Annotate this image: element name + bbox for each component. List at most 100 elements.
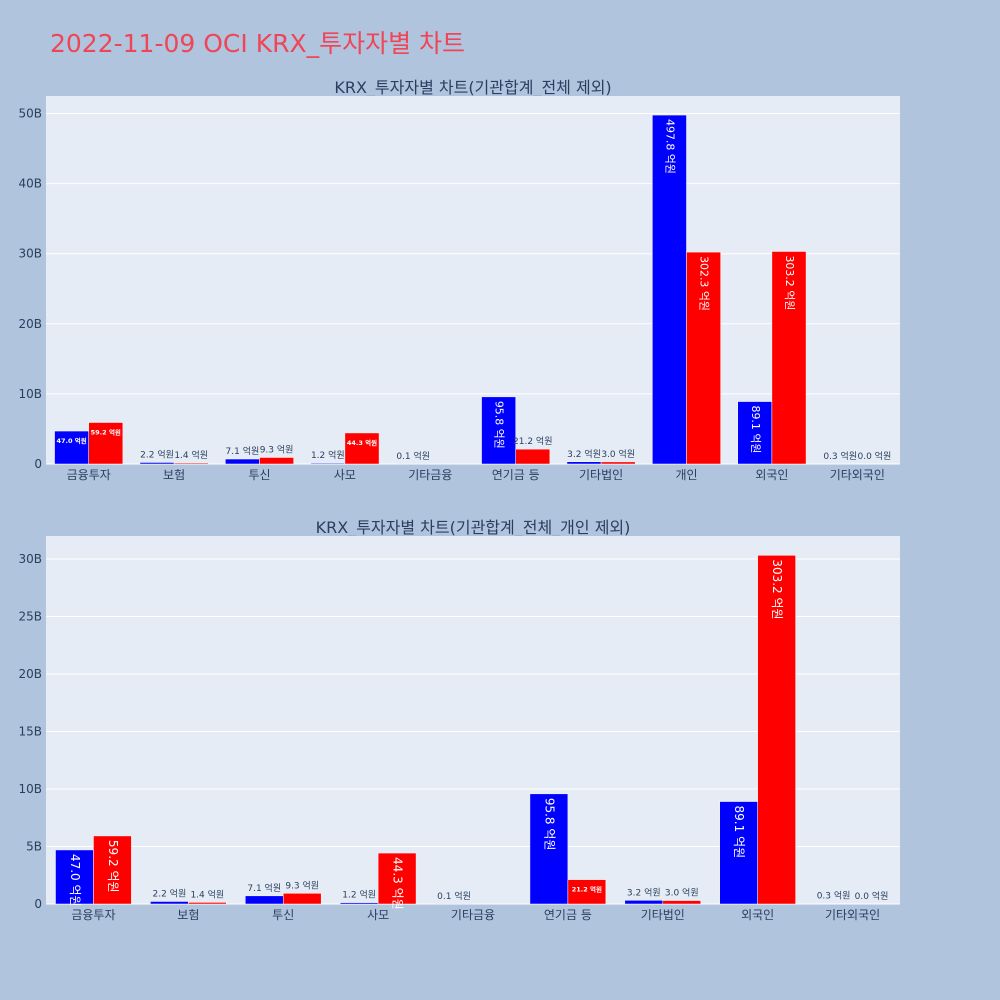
bar-sell <box>600 461 636 465</box>
bar-sell <box>567 879 607 905</box>
y-tick-label: 10B <box>18 782 42 796</box>
bar-sell <box>757 555 796 905</box>
x-tick-label: 투신 <box>248 468 270 482</box>
bar-buy <box>624 900 664 905</box>
chart-title: KRX_투자자별 차트(기관합계_전체 제외) <box>334 78 611 98</box>
bar-sell <box>686 251 721 465</box>
data-label: 1.2 억원 <box>342 889 376 901</box>
bar-buy <box>737 401 773 465</box>
y-tick-label: 25B <box>18 610 42 624</box>
data-label: 47.0 억원 <box>56 436 86 445</box>
x-tick-label: 개인 <box>675 468 697 482</box>
x-tick-label: 연기금 등 <box>492 468 540 482</box>
chart-bottom: KRX_투자자별 차트(기관합계_전체_개인 제외) 0 5B 10B 15B 20B 25… <box>18 518 900 922</box>
bar-buy <box>529 793 569 905</box>
y-tick-label: 20B <box>18 317 42 331</box>
data-label: 303.2 억원 <box>783 255 796 310</box>
bar-buy <box>139 462 175 465</box>
data-label: 303.2 억원 <box>770 559 784 619</box>
x-tick-label: 기타금융 <box>451 908 495 922</box>
bar-sell <box>771 251 807 465</box>
data-label: 89.1 억원 <box>749 406 762 454</box>
data-label: 0.3 억원 <box>817 890 851 902</box>
y-tick-label: 20B <box>18 667 42 681</box>
data-label: 7.1 억원 <box>226 445 260 457</box>
y-tick-label: 10B <box>18 387 42 401</box>
bar-buy <box>481 396 516 465</box>
y-tick-label: 5B <box>26 840 42 854</box>
bar-sell <box>662 900 701 905</box>
bar-sell <box>344 432 380 465</box>
data-label: 302.3 억원 <box>698 256 711 311</box>
bar-sell <box>259 457 294 465</box>
bar-sell <box>377 852 417 905</box>
bar-buy <box>310 462 346 465</box>
data-label: 44.3 억원 <box>347 438 377 447</box>
data-label: 497.8 억원 <box>663 119 676 174</box>
bar-buy <box>54 430 89 465</box>
data-label: 0.3 억원 <box>823 450 857 462</box>
data-label: 2.2 억원 <box>140 448 174 460</box>
x-tick-label: 기타법인 <box>641 908 685 922</box>
y-tick-label: 0 <box>34 457 42 471</box>
data-label: 1.4 억원 <box>174 449 208 461</box>
bar-sell <box>88 422 124 465</box>
data-label: 3.0 억원 <box>665 887 699 899</box>
x-tick-label: 사모 <box>367 908 389 922</box>
chart-top: KRX_투자자별 차트(기관합계_전체 제외) 0 10B 20B 30B 40B 50B 금… <box>18 78 900 482</box>
x-tick-label: 기타법인 <box>579 468 623 482</box>
bar-buy <box>55 849 94 905</box>
data-label: 0.0 억원 <box>858 450 892 462</box>
x-tick-label: 외국인 <box>755 468 788 482</box>
data-label: 7.1 억원 <box>247 882 281 894</box>
y-tick-label: 15B <box>18 725 42 739</box>
data-label: 95.8 억원 <box>493 401 506 449</box>
bar-buy <box>245 895 284 905</box>
data-label: 3.2 억원 <box>567 448 601 460</box>
bar-sell <box>93 835 132 905</box>
data-label: 0.1 억원 <box>396 450 430 462</box>
x-tick-label: 투신 <box>272 908 294 922</box>
y-tick-label: 50B <box>18 107 42 121</box>
x-tick-label: 사모 <box>334 468 356 482</box>
y-tick-label: 30B <box>18 247 42 261</box>
data-label: 44.3 억원 <box>391 857 405 910</box>
x-tick-label: 연기금 등 <box>544 908 592 922</box>
data-label: 89.1 억원 <box>732 806 746 859</box>
data-label: 21.2 억원 <box>513 435 552 447</box>
data-label: 59.2 억원 <box>91 428 121 437</box>
bar-sell <box>188 902 227 905</box>
bar-sell <box>173 462 209 465</box>
data-label: 3.2 억원 <box>627 886 661 898</box>
bar-buy <box>339 902 379 905</box>
bar-buy <box>225 458 260 465</box>
bar-buy <box>652 114 687 465</box>
x-tick-label: 보험 <box>177 908 199 922</box>
y-tick-label: 0 <box>34 897 42 911</box>
data-label: 1.2 억원 <box>311 449 345 461</box>
bar-sell <box>515 448 551 465</box>
data-label: 9.3 억원 <box>285 879 319 891</box>
x-tick-label: 기타외국인 <box>825 908 880 922</box>
bar-buy <box>150 901 189 905</box>
data-label: 95.8 억원 <box>542 798 556 851</box>
data-label: 1.4 억원 <box>190 888 224 900</box>
data-label: 9.3 억원 <box>260 443 294 455</box>
x-tick-label: 외국인 <box>741 908 774 922</box>
chart-title: KRX_투자자별 차트(기관합계_전체_개인 제외) <box>316 518 631 538</box>
y-tick-label: 30B <box>18 552 42 566</box>
data-label: 21.2 억원 <box>572 885 602 894</box>
page-title: 2022-11-09 OCI KRX_투자자별 차트 <box>50 29 466 58</box>
bar-sell <box>282 893 322 905</box>
data-label: 47.0 억원 <box>68 854 82 907</box>
y-tick-label: 40B <box>18 177 42 191</box>
bar-buy <box>566 461 602 465</box>
x-tick-label: 금융투자 <box>67 468 111 482</box>
x-tick-label: 기타외국인 <box>830 468 885 482</box>
data-label: 0.0 억원 <box>855 890 889 902</box>
x-tick-label: 보험 <box>163 468 185 482</box>
data-label: 2.2 억원 <box>152 887 186 899</box>
data-label: 3.0 억원 <box>601 448 635 460</box>
data-label: 0.1 억원 <box>437 890 471 902</box>
